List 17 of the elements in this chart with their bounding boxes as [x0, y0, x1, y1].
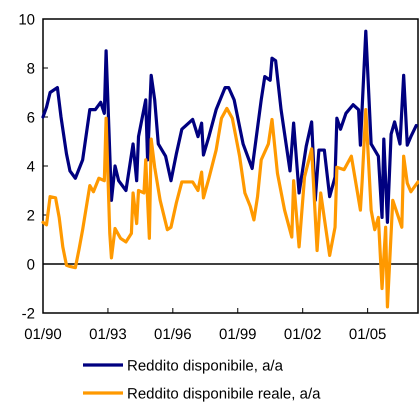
- legend-label: Reddito disponibile reale, a/a: [127, 385, 322, 402]
- x-tick-label: 01/05: [348, 326, 386, 343]
- y-tick-label: 2: [26, 207, 35, 224]
- y-tick-label: 10: [18, 11, 35, 28]
- x-tick-label: 01/93: [89, 326, 127, 343]
- x-tick-label: 01/02: [284, 326, 322, 343]
- y-tick-label: 8: [26, 60, 35, 78]
- y-tick-label: 0: [26, 256, 35, 274]
- y-tick-label: -2: [22, 305, 35, 322]
- line-series: [41, 30, 418, 224]
- legend-label: Reddito disponibile, a/a: [127, 357, 284, 374]
- y-tick-label: 4: [26, 158, 35, 176]
- line-series: [41, 106, 419, 308]
- x-tick-label: 01/90: [24, 326, 62, 343]
- x-tick-label: 01/96: [154, 326, 192, 343]
- x-tick-label: 01/99: [218, 326, 257, 343]
- y-tick-label: 6: [26, 109, 35, 126]
